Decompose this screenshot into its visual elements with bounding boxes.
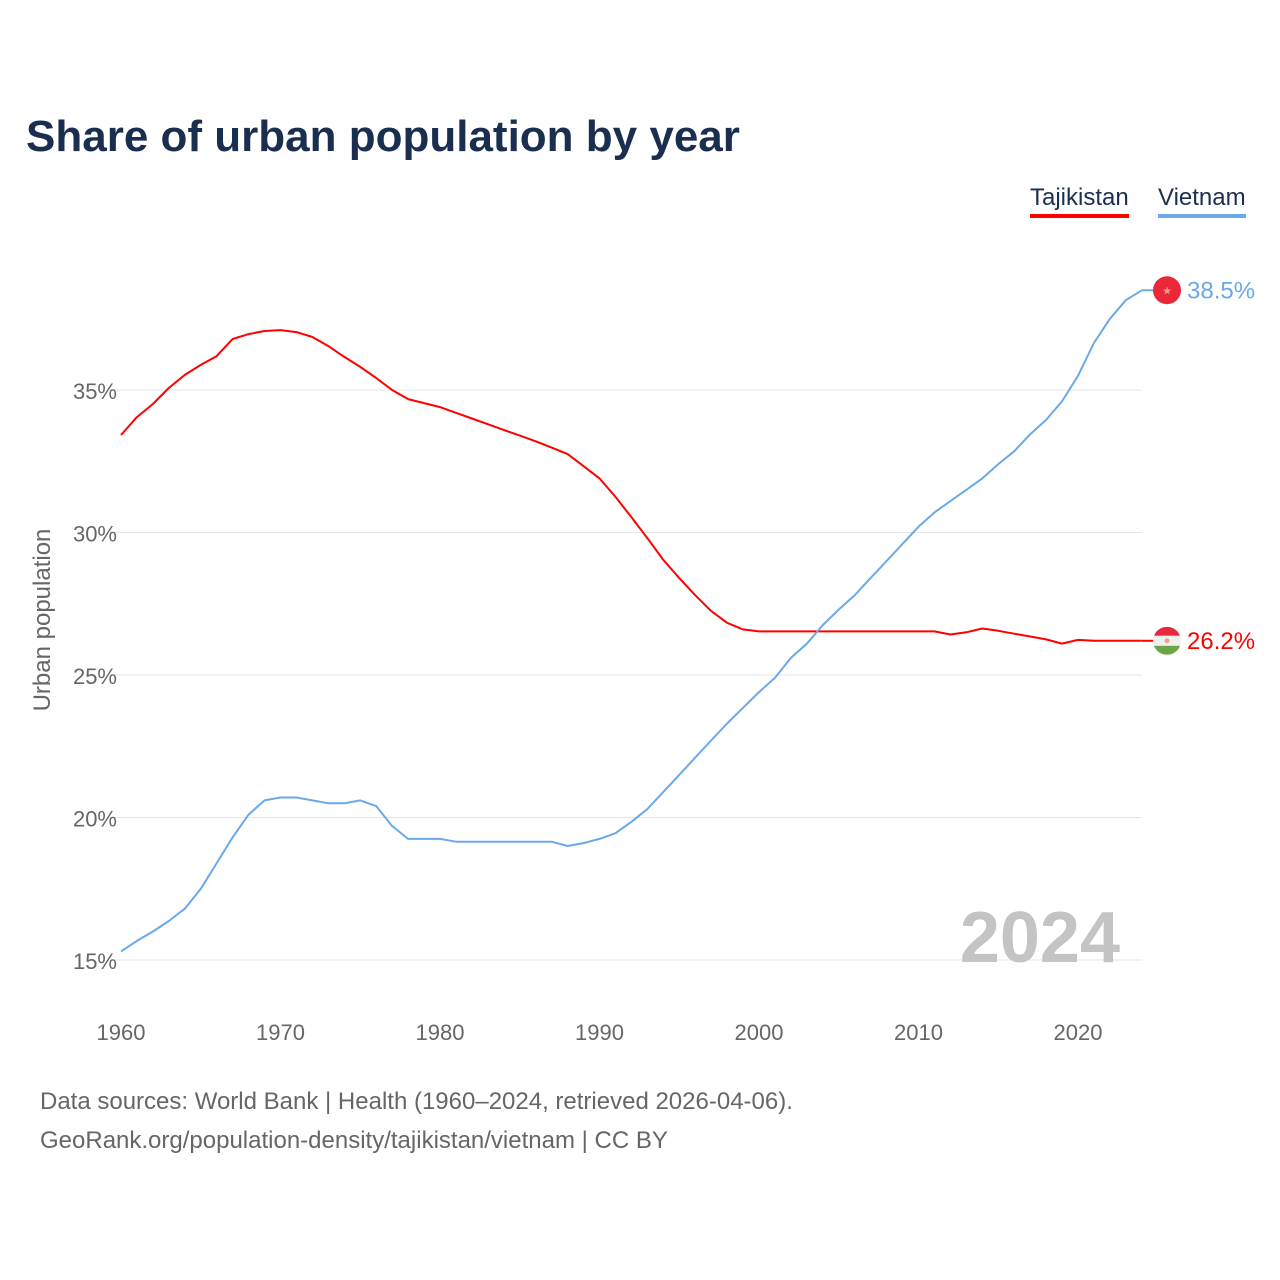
year-annotation: 2024 [960,898,1120,978]
flag-crown [1164,638,1170,644]
x-tick-label: 2000 [735,1020,784,1045]
flag-stripe-green [1153,645,1181,655]
x-tick-label: 1960 [97,1020,146,1045]
y-tick-label: 25% [73,664,117,689]
x-tick-label: 1990 [575,1020,624,1045]
source-link[interactable]: GeoRank.org/population-density/tajikista… [40,1127,668,1154]
x-tick-label: 2010 [894,1020,943,1045]
x-tick-label: 2020 [1054,1020,1103,1045]
flag-star-icon: ★ [1162,285,1172,297]
end-value-label-tajikistan: 26.2% [1187,628,1255,655]
y-tick-label: 35% [73,379,117,404]
tajikistan-flag-icon [1153,626,1181,655]
legend-item-vietnam[interactable]: Vietnam [1158,184,1246,218]
flag-stripe-red [1153,626,1181,636]
x-tick-label: 1980 [416,1020,465,1045]
y-axis-label: Urban population [29,529,56,712]
series-line-tajikistan [120,329,1142,645]
series-line-vietnam [120,289,1143,953]
chart-title: Share of urban population by year [26,112,740,161]
source-line: Data sources: World Bank | Health (1960–… [40,1088,793,1115]
legend-item-tajikistan[interactable]: Tajikistan [1030,184,1129,218]
y-tick-label: 15% [73,949,117,974]
y-tick-label: 20% [73,807,117,832]
x-tick-label: 1970 [256,1020,305,1045]
end-value-label-vietnam: 38.5% [1187,277,1255,304]
vietnam-flag-icon [1153,276,1181,305]
y-tick-label: 30% [73,522,117,547]
